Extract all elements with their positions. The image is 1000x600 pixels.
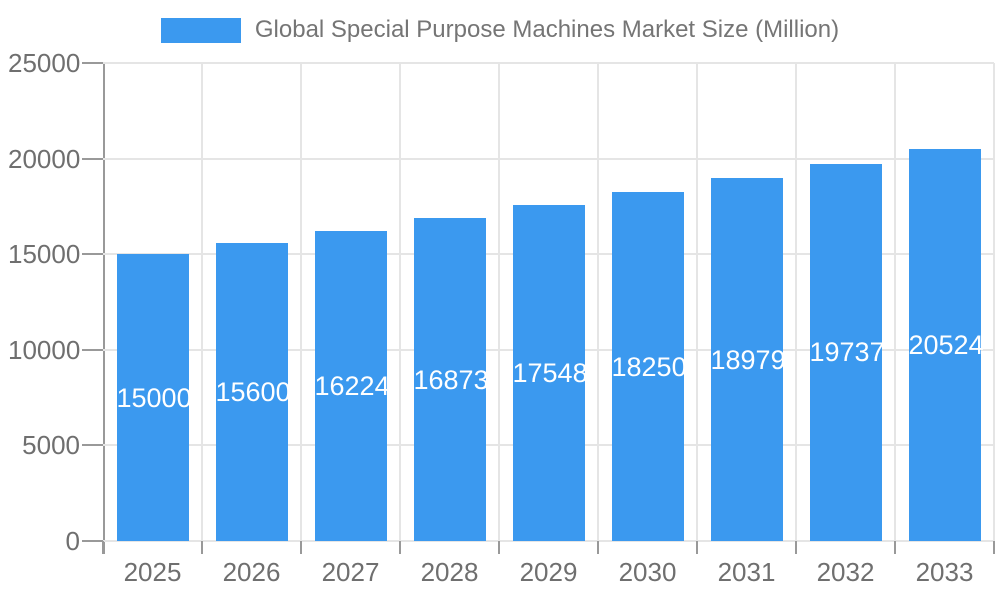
y-tick-mark: [82, 157, 103, 160]
x-tick-mark: [795, 541, 797, 554]
y-tick-label: 10000: [8, 334, 81, 365]
x-tick-label: 2033: [915, 557, 974, 587]
y-axis-line: [103, 63, 105, 554]
x-gridline: [795, 63, 797, 541]
x-gridline: [201, 63, 203, 541]
bar-value-label: 15600: [215, 376, 291, 407]
x-gridline: [300, 63, 302, 541]
bar-value-label: 18250: [611, 351, 687, 382]
x-tick-label: 2031: [717, 557, 776, 587]
x-gridline: [399, 63, 401, 541]
legend: Global Special Purpose Machines Market S…: [0, 16, 1000, 44]
y-tick-mark: [82, 540, 103, 542]
x-tick-mark: [399, 541, 401, 554]
x-tick-label: 2029: [519, 557, 578, 587]
y-tick-label: 25000: [8, 48, 81, 78]
x-tick-mark: [597, 541, 599, 554]
bar[interactable]: 19737: [809, 163, 885, 541]
plot-area: 15000 15600 16224 16873 17548 18250 18979 19737…: [103, 62, 995, 542]
x-tick-label: 2030: [618, 557, 677, 587]
bar-value-label: 17548: [512, 358, 588, 389]
bar-value-label: 18979: [710, 344, 786, 375]
x-tick-label: 2028: [420, 557, 479, 587]
y-gridline: [103, 540, 994, 542]
x-gridline: [498, 63, 500, 541]
bar-value-label: 16873: [413, 364, 489, 395]
legend-swatch[interactable]: [160, 17, 241, 43]
bar[interactable]: 15600: [215, 242, 291, 541]
y-tick-label: 20000: [8, 143, 81, 174]
bar-value-label: 15000: [116, 382, 192, 413]
x-tick-mark: [894, 541, 896, 554]
legend-label[interactable]: Global Special Purpose Machines Market S…: [254, 16, 840, 43]
x-tick-label: 2025: [123, 557, 182, 587]
x-tick-mark: [300, 541, 302, 554]
x-tick-mark: [102, 541, 104, 554]
x-tick-label: 2026: [222, 557, 281, 587]
y-tick-label: 5000: [22, 430, 80, 461]
bar[interactable]: 16873: [413, 218, 489, 541]
y-tick-label: 0: [65, 526, 80, 556]
bar-value-label: 16224: [314, 370, 390, 401]
x-tick-mark: [993, 541, 995, 554]
bar[interactable]: 17548: [512, 205, 588, 541]
y-gridline: [103, 157, 994, 160]
bar[interactable]: 15000: [116, 254, 192, 541]
y-tick-mark: [82, 253, 103, 256]
y-gridline: [103, 62, 994, 64]
x-tick-mark: [498, 541, 500, 554]
x-tick-label: 2027: [321, 557, 380, 587]
x-gridline: [597, 63, 599, 541]
y-tick-mark: [82, 348, 103, 351]
bar-value-label: 20524: [908, 329, 984, 360]
y-tick-label: 15000: [8, 239, 81, 270]
bar-value-label: 19737: [809, 337, 885, 368]
x-tick-label: 2032: [816, 557, 875, 587]
x-gridline: [894, 63, 896, 541]
x-tick-mark: [201, 541, 203, 554]
bar[interactable]: 18250: [611, 192, 687, 541]
bar[interactable]: 18979: [710, 178, 786, 541]
bar[interactable]: 16224: [314, 230, 390, 541]
x-gridline: [993, 63, 995, 541]
y-tick-mark: [82, 444, 103, 447]
bar[interactable]: 20524: [908, 148, 984, 541]
x-gridline: [696, 63, 698, 541]
x-tick-mark: [696, 541, 698, 554]
y-tick-mark: [82, 62, 103, 64]
